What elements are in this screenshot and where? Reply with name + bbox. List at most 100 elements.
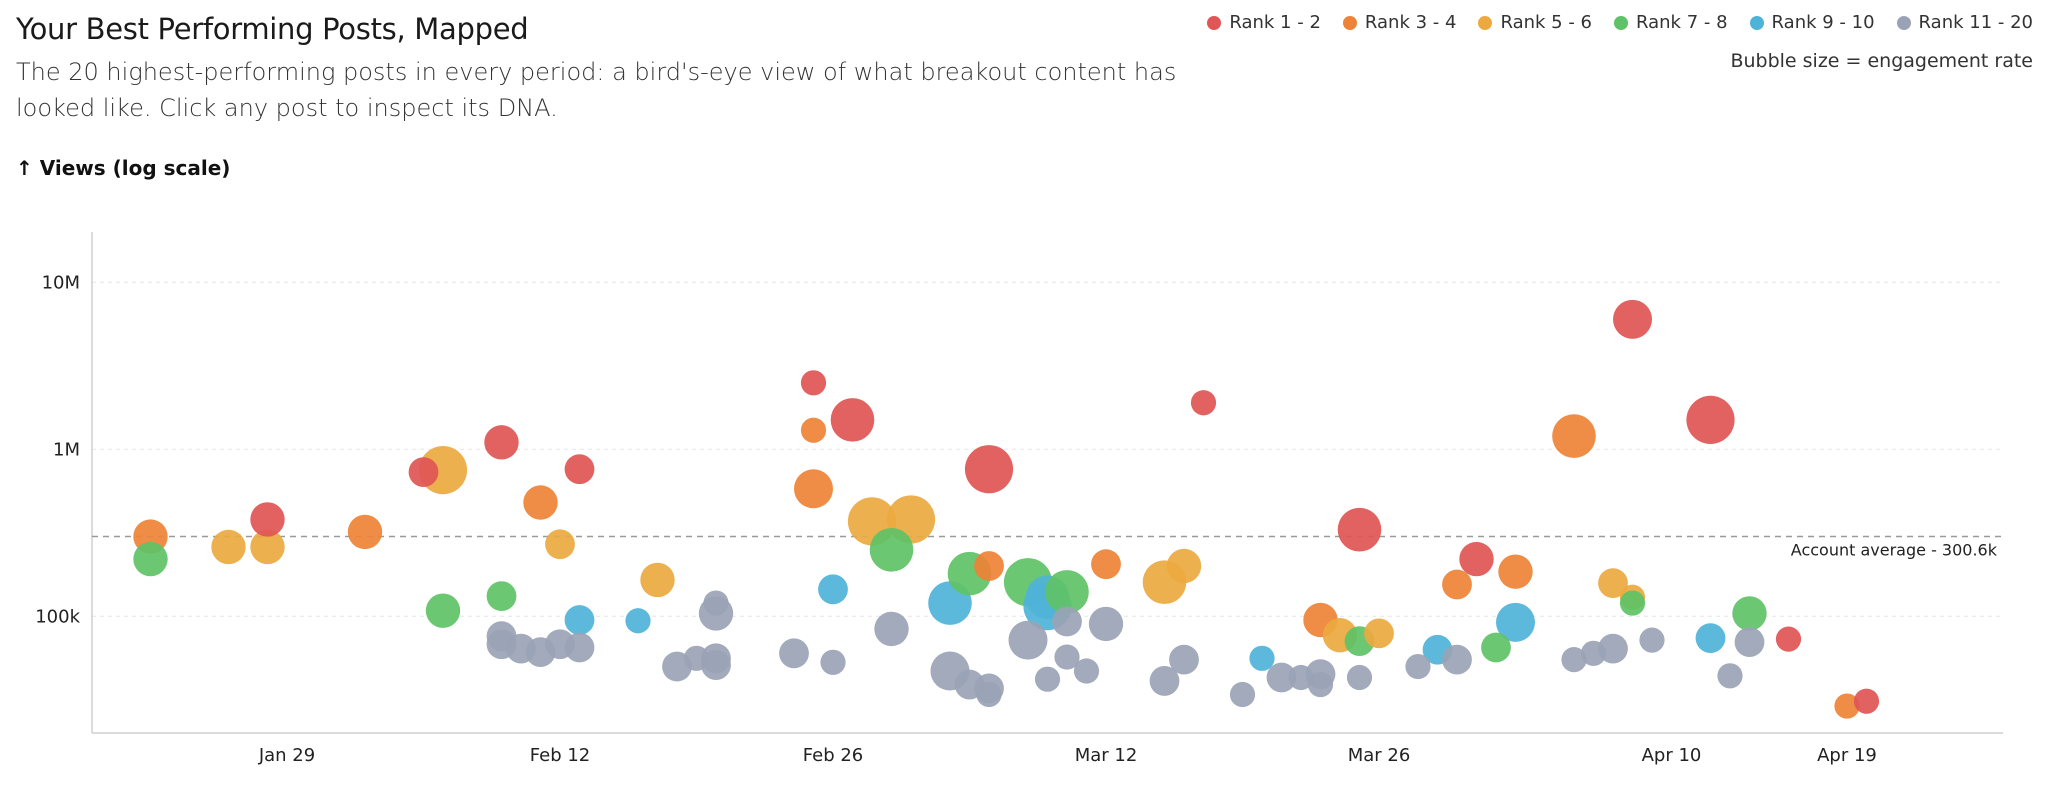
- y-tick-label: 10M: [42, 272, 80, 293]
- post-bubble[interactable]: [1034, 666, 1061, 692]
- post-bubble[interactable]: [545, 529, 575, 560]
- post-bubble[interactable]: [347, 514, 383, 550]
- post-bubble[interactable]: [1169, 644, 1199, 675]
- post-bubble[interactable]: [1498, 554, 1533, 589]
- post-bubble[interactable]: [1229, 681, 1256, 708]
- post-bubble[interactable]: [1190, 390, 1217, 416]
- post-bubble[interactable]: [1364, 618, 1394, 649]
- post-bubble[interactable]: [1552, 414, 1596, 458]
- post-bubble[interactable]: [1853, 688, 1880, 714]
- post-bubble[interactable]: [874, 611, 909, 647]
- post-bubble[interactable]: [1561, 647, 1587, 673]
- post-bubble[interactable]: [1346, 664, 1373, 691]
- legend-swatch: [1207, 15, 1222, 30]
- post-bubble[interactable]: [1695, 623, 1726, 654]
- post-bubble[interactable]: [1717, 663, 1743, 689]
- x-tick-label: Apr 10: [1642, 745, 1702, 766]
- post-bubble[interactable]: [1166, 548, 1202, 584]
- post-bubble[interactable]: [1149, 666, 1180, 696]
- post-bubble[interactable]: [869, 528, 914, 572]
- post-bubble[interactable]: [1734, 627, 1765, 658]
- post-bubble[interactable]: [523, 485, 558, 520]
- legend-swatch: [1614, 15, 1628, 30]
- post-bubble[interactable]: [1088, 606, 1124, 642]
- legend-label: Rank 1 - 2: [1229, 12, 1321, 33]
- post-bubble[interactable]: [794, 469, 833, 509]
- legend-swatch: [1749, 15, 1764, 30]
- post-bubble[interactable]: [1834, 693, 1860, 719]
- account-average-label: Account average - 300.6k: [1791, 540, 1998, 559]
- legend-item[interactable]: Rank 1 - 2: [1207, 12, 1321, 33]
- post-bubble[interactable]: [250, 502, 285, 537]
- legend-swatch: [1896, 15, 1911, 30]
- post-bubble[interactable]: [1686, 395, 1735, 444]
- post-bubble[interactable]: [1405, 653, 1431, 680]
- post-bubble[interactable]: [1052, 606, 1082, 637]
- post-bubble[interactable]: [640, 562, 675, 598]
- post-bubble[interactable]: [1073, 658, 1100, 684]
- legend-item[interactable]: Rank 9 - 10: [1749, 12, 1875, 33]
- chart-subtitle: The 20 highest-performing posts in every…: [16, 58, 1177, 122]
- legend-swatch: [1478, 15, 1493, 30]
- bubble-size-note: Bubble size = engagement rate: [1730, 50, 2033, 72]
- post-bubble[interactable]: [564, 632, 595, 663]
- post-bubble[interactable]: [1775, 626, 1802, 652]
- post-bubble[interactable]: [486, 581, 517, 612]
- y-axis-title: ↑ Views (log scale): [16, 156, 231, 180]
- post-bubble[interactable]: [1091, 549, 1121, 580]
- post-bubble[interactable]: [1266, 662, 1297, 693]
- post-bubble[interactable]: [1639, 627, 1665, 653]
- post-bubble[interactable]: [800, 417, 827, 443]
- legend-item[interactable]: Rank 5 - 6: [1478, 12, 1592, 33]
- post-bubble[interactable]: [1442, 644, 1472, 675]
- post-bubble[interactable]: [1613, 299, 1652, 339]
- legend-label: Rank 11 - 20: [1918, 12, 2033, 33]
- chart-title: Your Best Performing Posts, Mapped: [16, 12, 529, 46]
- legend-item[interactable]: Rank 3 - 4: [1342, 12, 1457, 33]
- legend-label: Rank 9 - 10: [1771, 12, 1875, 33]
- post-bubble[interactable]: [1288, 664, 1314, 691]
- post-bubble[interactable]: [1496, 602, 1535, 642]
- post-bubble[interactable]: [564, 605, 595, 635]
- legend-label: Rank 3 - 4: [1364, 12, 1457, 33]
- post-bubble[interactable]: [683, 645, 710, 671]
- post-bubble[interactable]: [1307, 671, 1334, 698]
- post-bubble[interactable]: [1249, 645, 1275, 671]
- post-bubble[interactable]: [818, 574, 848, 605]
- post-bubble[interactable]: [250, 529, 285, 565]
- post-bubble[interactable]: [425, 593, 461, 628]
- post-bubble[interactable]: [1045, 570, 1089, 614]
- post-bubble[interactable]: [1732, 596, 1767, 631]
- post-bubble[interactable]: [800, 370, 827, 396]
- post-bubble[interactable]: [1481, 632, 1511, 663]
- x-tick-label: Jan 29: [258, 745, 315, 766]
- post-bubble[interactable]: [1054, 644, 1080, 670]
- post-bubble[interactable]: [974, 551, 1004, 581]
- post-bubble[interactable]: [408, 457, 439, 487]
- post-bubble[interactable]: [1442, 569, 1472, 600]
- legend-item[interactable]: Rank 11 - 20: [1896, 12, 2033, 33]
- post-bubble[interactable]: [211, 529, 246, 565]
- post-bubble[interactable]: [976, 681, 1002, 708]
- post-bubble[interactable]: [964, 445, 1014, 494]
- legend-label: Rank 5 - 6: [1500, 12, 1592, 33]
- post-bubble[interactable]: [1619, 590, 1646, 616]
- post-bubble[interactable]: [625, 608, 651, 634]
- post-bubble[interactable]: [1337, 507, 1382, 552]
- post-bubble[interactable]: [1598, 568, 1628, 598]
- post-bubble[interactable]: [820, 649, 846, 675]
- post-bubble[interactable]: [484, 425, 519, 460]
- legend-item[interactable]: Rank 7 - 8: [1614, 12, 1728, 33]
- post-bubble[interactable]: [1580, 640, 1607, 666]
- post-bubble[interactable]: [1459, 541, 1494, 577]
- post-bubble[interactable]: [133, 541, 168, 577]
- post-bubble[interactable]: [1008, 620, 1048, 660]
- post-bubble[interactable]: [830, 398, 875, 442]
- x-tick-label: Mar 26: [1348, 745, 1411, 766]
- post-bubble[interactable]: [703, 590, 729, 616]
- post-bubble[interactable]: [564, 454, 595, 485]
- post-bubble[interactable]: [779, 638, 809, 669]
- chart-legend: Rank 1 - 2 Rank 3 - 4 Rank 5 - 6 Rank 7 - 8…: [1207, 12, 2033, 33]
- x-tick-label: Feb 12: [530, 745, 591, 766]
